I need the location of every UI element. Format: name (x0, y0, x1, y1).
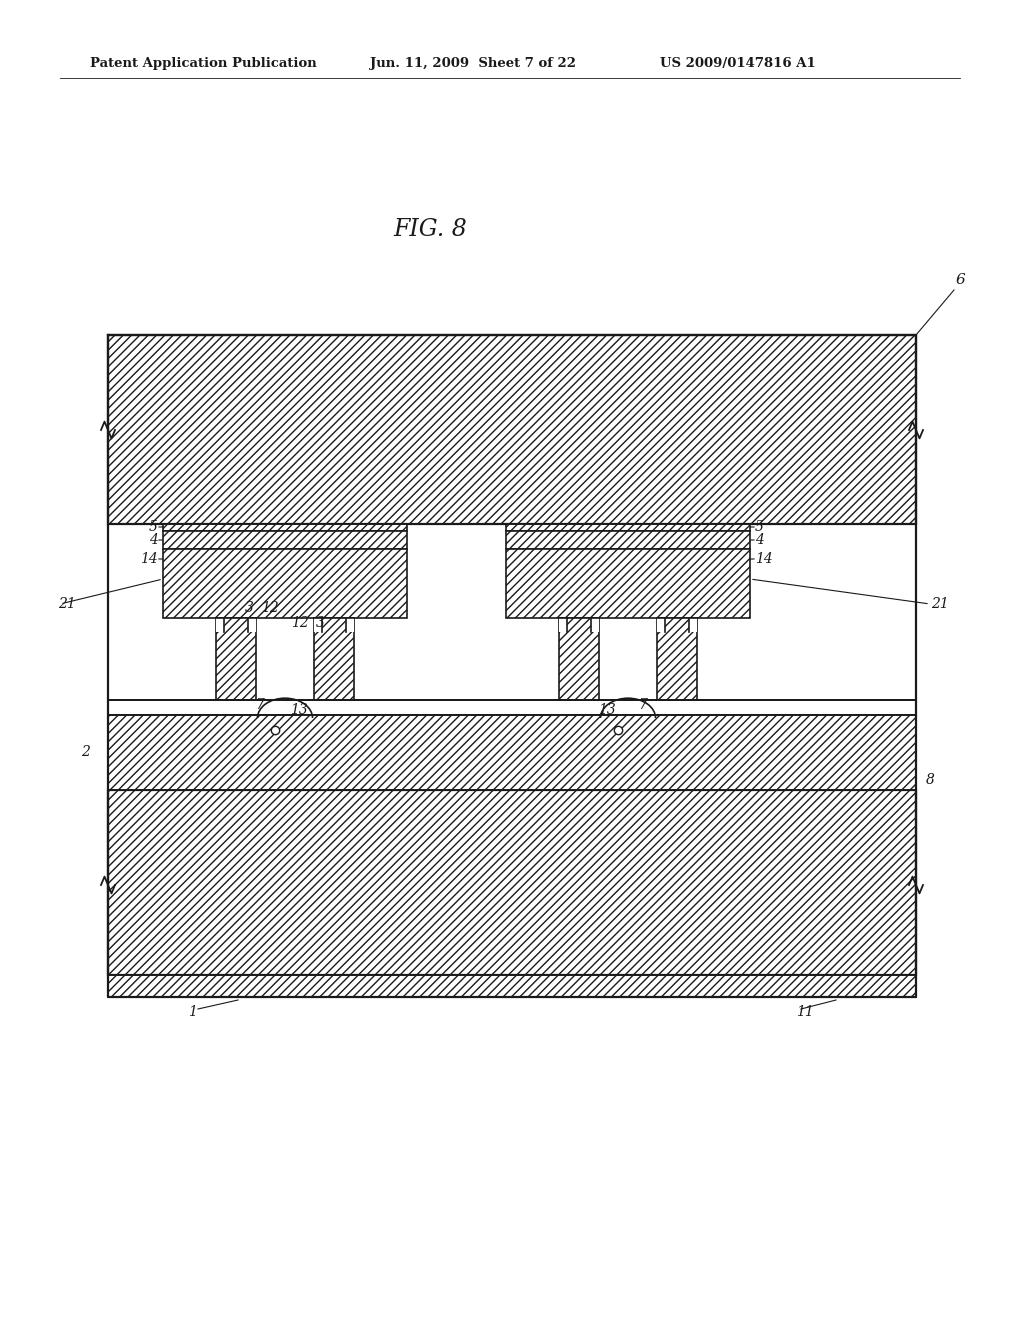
Text: 21: 21 (931, 597, 949, 611)
Text: 14: 14 (140, 552, 158, 566)
Bar (163, 524, 407, 531)
Text: 4: 4 (755, 533, 764, 546)
Text: US 2009/0147816 A1: US 2009/0147816 A1 (660, 57, 816, 70)
Text: 3: 3 (245, 601, 254, 615)
Text: 7: 7 (255, 698, 264, 711)
Text: 14: 14 (755, 552, 773, 566)
Text: Patent Application Publication: Patent Application Publication (90, 57, 316, 70)
Bar (108, 789, 916, 975)
Bar (216, 618, 224, 632)
Bar (506, 531, 750, 549)
Bar (506, 524, 750, 531)
Text: 5: 5 (755, 520, 764, 535)
Text: 12: 12 (261, 601, 279, 615)
Text: 13: 13 (290, 704, 308, 717)
Bar (108, 975, 916, 997)
Text: FIG. 8: FIG. 8 (393, 219, 467, 242)
Bar (163, 549, 407, 618)
Text: 13: 13 (598, 704, 615, 717)
Text: 7: 7 (638, 698, 647, 711)
Bar (108, 700, 916, 715)
Bar (314, 618, 354, 700)
Bar (657, 618, 697, 700)
Bar (559, 618, 567, 632)
Text: 12: 12 (291, 616, 309, 630)
Text: 3: 3 (316, 616, 325, 630)
Text: 5: 5 (150, 520, 158, 535)
Bar (591, 618, 599, 632)
Bar (216, 618, 256, 700)
Bar (657, 618, 665, 632)
Bar (108, 335, 916, 524)
Text: 11: 11 (796, 1005, 814, 1019)
Bar (163, 531, 407, 549)
Text: Jun. 11, 2009  Sheet 7 of 22: Jun. 11, 2009 Sheet 7 of 22 (370, 57, 575, 70)
Text: 8: 8 (926, 774, 935, 787)
Text: 1: 1 (188, 1005, 197, 1019)
Text: 6: 6 (956, 273, 966, 286)
Bar (108, 715, 916, 789)
Text: 4: 4 (150, 533, 158, 546)
Bar (689, 618, 697, 632)
Bar (506, 549, 750, 618)
Text: 2: 2 (81, 744, 90, 759)
Bar (559, 618, 599, 700)
Bar (346, 618, 354, 632)
Bar (248, 618, 256, 632)
Text: 21: 21 (58, 597, 76, 611)
Bar (314, 618, 322, 632)
